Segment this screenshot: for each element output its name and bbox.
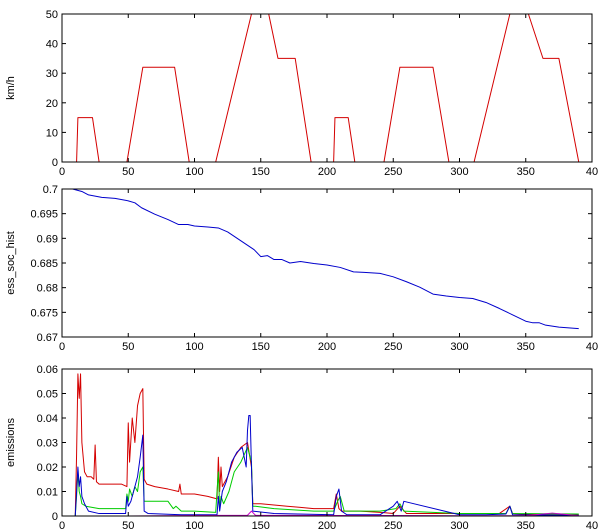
x-tick-label: 40 bbox=[586, 520, 598, 532]
x-tick-label: 0 bbox=[59, 520, 65, 532]
y-tick-label: 10 bbox=[46, 127, 58, 139]
x-tick-label: 300 bbox=[450, 520, 468, 532]
y-tick-label: 0.03 bbox=[37, 438, 58, 450]
series-line-2-1 bbox=[62, 446, 579, 517]
x-tick-label: 100 bbox=[185, 520, 203, 532]
x-tick-label: 100 bbox=[185, 341, 203, 353]
x-tick-label: 200 bbox=[318, 341, 336, 353]
x-tick-label: 40 bbox=[586, 166, 598, 178]
x-tick-label: 350 bbox=[517, 166, 535, 178]
y-axis-label: km/h bbox=[5, 76, 17, 100]
x-tick-label: 50 bbox=[122, 520, 134, 532]
series-line-1-0 bbox=[62, 188, 579, 330]
y-tick-label: 0.04 bbox=[37, 413, 58, 425]
y-tick-label: 0.7 bbox=[43, 184, 58, 196]
x-tick-label: 250 bbox=[384, 520, 402, 532]
y-tick-label: 0.05 bbox=[37, 389, 58, 401]
y-tick-label: 0 bbox=[52, 511, 58, 523]
y-tick-label: 0.695 bbox=[30, 209, 58, 221]
y-tick-label: 0.68 bbox=[37, 283, 58, 295]
x-tick-label: 300 bbox=[450, 341, 468, 353]
y-tick-label: 0.01 bbox=[37, 487, 58, 499]
x-tick-label: 100 bbox=[185, 166, 203, 178]
y-tick-label: 40 bbox=[46, 39, 58, 51]
chart-panel-2: 0 50 100 150 200 250 300 350 4000.010.020.030.04… bbox=[5, 364, 598, 532]
x-tick-label: 250 bbox=[384, 166, 402, 178]
x-tick-label: 150 bbox=[252, 520, 270, 532]
x-tick-label: 50 bbox=[122, 341, 134, 353]
x-tick-label: 0 bbox=[59, 166, 65, 178]
x-tick-label: 40 bbox=[586, 341, 598, 353]
y-axis-label: emissions bbox=[5, 418, 17, 467]
x-tick-label: 250 bbox=[384, 341, 402, 353]
x-tick-label: 350 bbox=[517, 520, 535, 532]
y-tick-label: 0.06 bbox=[37, 364, 58, 376]
series-line-2-2 bbox=[62, 415, 579, 517]
y-axis-label: ess_soc_hist bbox=[5, 231, 17, 295]
x-tick-label: 0 bbox=[59, 341, 65, 353]
y-tick-label: 30 bbox=[46, 68, 58, 80]
x-tick-label: 200 bbox=[318, 520, 336, 532]
x-tick-label: 150 bbox=[252, 341, 270, 353]
series-line-2-0 bbox=[62, 373, 579, 517]
y-tick-label: 0.675 bbox=[30, 307, 58, 319]
x-tick-label: 150 bbox=[252, 166, 270, 178]
x-tick-label: 50 bbox=[122, 166, 134, 178]
y-tick-label: 0.685 bbox=[30, 258, 58, 270]
chart-panel-1: 0 50 100 150 200 250 300 350 40 0.67 0.675 0.68 0.68… bbox=[5, 184, 598, 353]
y-tick-label: 0.02 bbox=[37, 462, 58, 474]
y-tick-label: 20 bbox=[46, 98, 58, 110]
x-tick-label: 200 bbox=[318, 166, 336, 178]
y-tick-label: 0 bbox=[52, 157, 58, 169]
x-tick-label: 350 bbox=[517, 341, 535, 353]
y-tick-label: 0.67 bbox=[37, 332, 58, 344]
x-tick-label: 300 bbox=[450, 166, 468, 178]
y-tick-label: 50 bbox=[46, 9, 58, 21]
y-tick-label: 0.69 bbox=[37, 233, 58, 245]
